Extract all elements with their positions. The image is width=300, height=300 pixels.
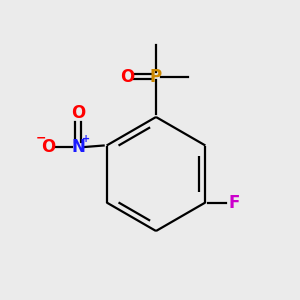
Text: +: + — [82, 134, 91, 144]
Text: N: N — [71, 138, 85, 156]
Text: −: − — [35, 131, 46, 145]
Text: O: O — [71, 104, 85, 122]
Text: O: O — [41, 138, 55, 156]
Text: O: O — [120, 68, 135, 85]
Text: F: F — [228, 194, 240, 211]
Text: P: P — [150, 68, 162, 85]
